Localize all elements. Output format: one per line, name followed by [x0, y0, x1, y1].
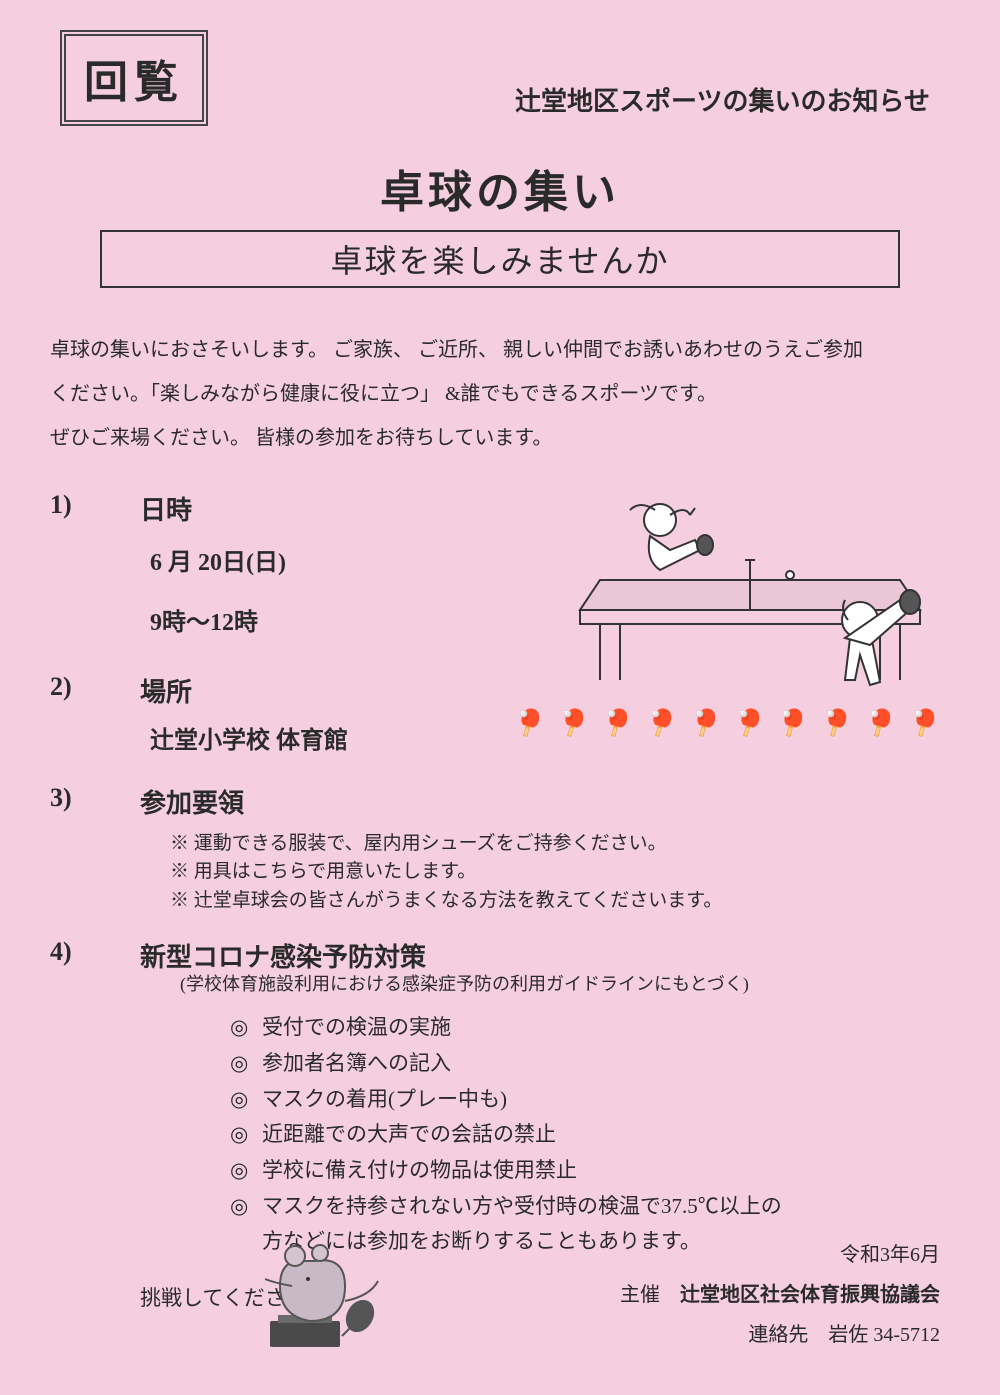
guideline-item: ◎参加者名簿への記入: [230, 1046, 950, 1082]
circle-mark-icon: ◎: [230, 1010, 262, 1046]
guideline-item: ◎受付での検温の実施: [230, 1010, 950, 1046]
guideline-item: ◎マスクの着用(プレー中も): [230, 1082, 950, 1118]
host-org: 辻堂地区社会体育振興協議会: [680, 1284, 940, 1306]
circle-mark-icon: ◎: [230, 1082, 262, 1118]
kairan-box: 回覧: [60, 30, 208, 126]
footer-host: 主催 辻堂地区社会体育振興協議会: [620, 1275, 940, 1315]
requirement-notes: ※ 運動できる服装で、屋内用シューズをご持参ください。 ※ 用具はこちらで用意い…: [170, 830, 950, 916]
section-covid: 4) 新型コロナ感染予防対策 (学校体育施設利用における感染症予防の利用ガイドラ…: [50, 937, 950, 1260]
guideline-list: ◎受付での検温の実施 ◎参加者名簿への記入 ◎マスクの着用(プレー中も) ◎近距…: [230, 1010, 950, 1260]
note-line: ※ 用具はこちらで用意いたします。: [170, 858, 950, 887]
footer-date: 令和3年6月: [620, 1235, 940, 1275]
section-subtext: (学校体育施設利用における感染症予防の利用ガイドラインにもとづく): [180, 970, 950, 996]
circle-mark-icon: ◎: [230, 1046, 262, 1082]
subtitle-text: 卓球を楽しみませんか: [330, 243, 669, 279]
subtitle-box: 卓球を楽しみませんか: [100, 230, 900, 288]
guideline-item: ◎近距離での大声での会話の禁止: [230, 1117, 950, 1153]
circle-mark-icon: ◎: [230, 1117, 262, 1153]
main-title: 卓球の集い: [50, 156, 950, 220]
contact-label: 連絡先: [748, 1324, 808, 1346]
section-number: 3): [50, 783, 140, 820]
intro-line: ぜひご来場ください。 皆様の参加をお待ちしています。: [50, 416, 950, 460]
note-line: ※ 運動できる服装で、屋内用シューズをご持参ください。: [170, 830, 950, 859]
section-number: 2): [50, 672, 140, 709]
page: 回覧 辻堂地区スポーツの集いのお知らせ 卓球の集い 卓球を楽しみませんか 卓球の…: [0, 0, 1000, 1395]
sections: 🏓🏓🏓 🏓🏓🏓 🏓🏓🏓 🏓 1) 日時 6 月 20日(日) 9時～12時 2)…: [50, 490, 950, 1312]
kairan-label: 回覧: [84, 58, 184, 107]
footer-contact: 連絡先 岩佐 34-5712: [620, 1315, 940, 1355]
intro-line: 卓球の集いにおさそいします。 ご家族、 ご近所、 親しい仲間でお誘いあわせのうえ…: [50, 328, 950, 372]
host-label: 主催: [620, 1284, 660, 1306]
section-label: 新型コロナ感染予防対策: [140, 937, 426, 974]
pingpong-illustration-icon: [560, 490, 940, 700]
section-number: 4): [50, 937, 140, 974]
note-line: ※ 辻堂卓球会の皆さんがうまくなる方法を教えてくださいます。: [170, 887, 950, 916]
intro-line: ください。「楽しみながら健康に役に立つ」 &誰でもできるスポーツです。: [50, 372, 950, 416]
section-label: 参加要領: [140, 783, 244, 820]
guideline-item: ◎学校に備え付けの物品は使用禁止: [230, 1153, 950, 1189]
circle-mark-icon: ◎: [230, 1153, 262, 1189]
section-number: 1): [50, 490, 140, 527]
circle-mark-icon: ◎: [230, 1189, 262, 1225]
intro-paragraph: 卓球の集いにおさそいします。 ご家族、 ご近所、 親しい仲間でお誘いあわせのうえ…: [50, 328, 950, 460]
paddle-divider-icon: 🏓🏓🏓 🏓🏓🏓 🏓🏓🏓 🏓: [515, 708, 940, 737]
contact-value: 岩佐 34-5712: [828, 1324, 940, 1346]
section-requirements: 3) 参加要領 ※ 運動できる服装で、屋内用シューズをご持参ください。 ※ 用具…: [50, 783, 950, 916]
guideline-item: ◎マスクを持参されない方や受付時の検温で37.5℃以上の: [230, 1189, 950, 1225]
header-row: 回覧 辻堂地区スポーツの集いのお知らせ: [50, 30, 950, 126]
section-label: 日時: [140, 490, 192, 527]
section-label: 場所: [140, 672, 192, 709]
mouse-pingpong-icon: [260, 1231, 390, 1361]
footer: 令和3年6月 主催 辻堂地区社会体育振興協議会 連絡先 岩佐 34-5712: [620, 1235, 940, 1355]
announce-text: 辻堂地区スポーツの集いのお知らせ: [515, 81, 930, 118]
